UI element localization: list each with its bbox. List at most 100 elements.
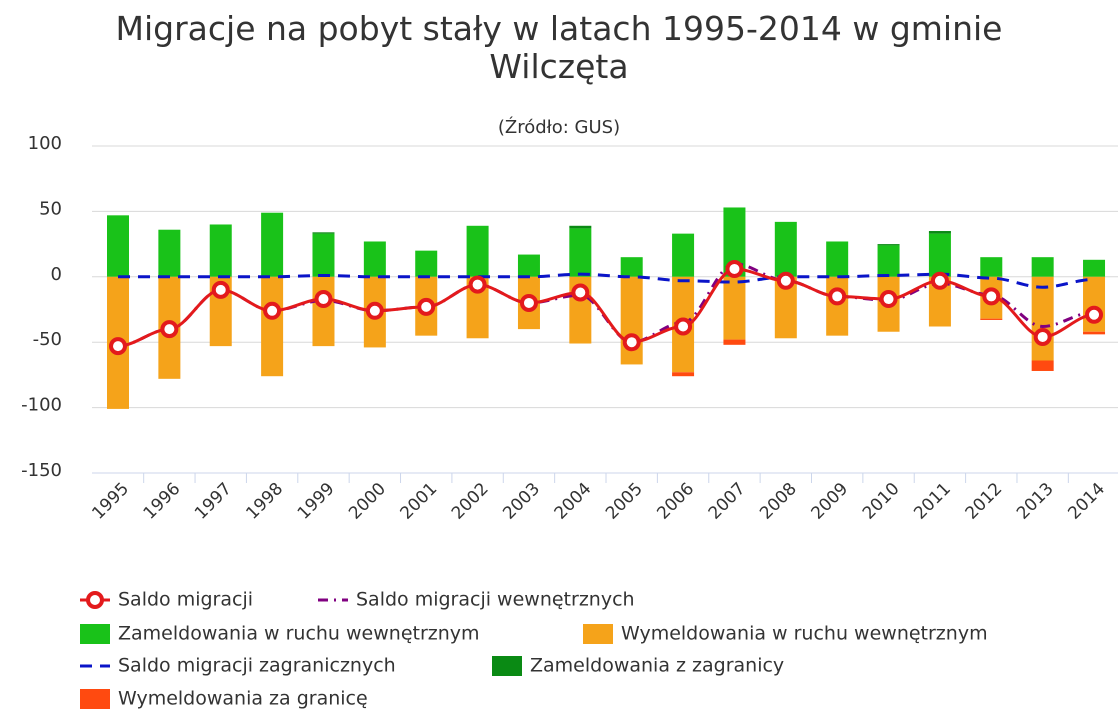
bar bbox=[723, 207, 746, 277]
x-tick-label: 2007 bbox=[705, 479, 750, 524]
bar bbox=[980, 257, 1003, 277]
bar bbox=[569, 225, 592, 229]
line-series bbox=[118, 272, 1095, 289]
bar bbox=[826, 241, 849, 277]
y-tick-label: 0 bbox=[51, 264, 62, 285]
legend-label: Saldo migracji zagranicznych bbox=[118, 655, 396, 677]
legend-label: Zameldowania z zagranicy bbox=[530, 655, 784, 677]
bar bbox=[620, 276, 643, 365]
bar bbox=[723, 276, 746, 340]
bar bbox=[569, 228, 592, 277]
x-tick-label: 2000 bbox=[345, 479, 390, 524]
bar bbox=[877, 244, 900, 246]
bar bbox=[826, 276, 849, 336]
point bbox=[571, 283, 590, 302]
bar bbox=[774, 221, 797, 277]
legend-swatch bbox=[80, 689, 110, 709]
bar bbox=[672, 233, 695, 277]
bar bbox=[312, 232, 335, 234]
x-tick-label: 1995 bbox=[88, 479, 133, 524]
point bbox=[519, 293, 538, 312]
point bbox=[1085, 305, 1104, 324]
bar bbox=[672, 372, 695, 377]
bar bbox=[723, 339, 746, 345]
bar bbox=[466, 276, 489, 339]
x-tick-label: 2005 bbox=[602, 479, 647, 524]
bar bbox=[1031, 360, 1054, 371]
bar bbox=[1031, 257, 1054, 277]
bar bbox=[774, 276, 797, 339]
bar bbox=[928, 233, 951, 277]
point bbox=[365, 301, 384, 320]
y-tick-label: -100 bbox=[21, 395, 62, 416]
x-tick-label: 2008 bbox=[756, 479, 801, 524]
x-tick-label: 2010 bbox=[859, 479, 904, 524]
bar bbox=[466, 225, 489, 277]
bar bbox=[312, 276, 335, 347]
point bbox=[417, 297, 436, 316]
point bbox=[263, 301, 282, 320]
x-tick-label: 2002 bbox=[448, 479, 493, 524]
bar bbox=[620, 257, 643, 277]
point bbox=[674, 317, 693, 336]
bar bbox=[980, 318, 1003, 320]
point bbox=[879, 290, 898, 309]
x-tick-label: 2014 bbox=[1064, 479, 1109, 524]
x-tick-label: 2011 bbox=[910, 479, 955, 524]
bar bbox=[415, 250, 438, 277]
x-tick-label: 1997 bbox=[191, 479, 236, 524]
x-tick-label: 2003 bbox=[499, 479, 544, 524]
legend-label: Saldo migracji bbox=[118, 589, 253, 611]
legend-swatch bbox=[492, 656, 522, 676]
bar bbox=[1083, 331, 1106, 335]
point bbox=[160, 320, 179, 339]
bar bbox=[261, 276, 284, 377]
x-tick-label: 2006 bbox=[653, 479, 698, 524]
x-tick-label: 2001 bbox=[397, 479, 442, 524]
bar bbox=[363, 241, 386, 277]
point bbox=[776, 271, 795, 290]
legend-label: Saldo migracji wewnętrznych bbox=[356, 589, 635, 611]
y-tick-label: -50 bbox=[33, 329, 62, 350]
point bbox=[930, 271, 949, 290]
point bbox=[828, 287, 847, 306]
x-tick-label: 2004 bbox=[551, 479, 596, 524]
x-tick-label: 1996 bbox=[140, 479, 185, 524]
legend-label: Wymeldowania w ruchu wewnętrznym bbox=[621, 623, 988, 645]
y-tick-label: -150 bbox=[21, 460, 62, 481]
point bbox=[622, 333, 641, 352]
legend-label: Zameldowania w ruchu wewnętrznym bbox=[118, 623, 480, 645]
legend-marker bbox=[86, 591, 104, 609]
bar bbox=[1031, 276, 1054, 361]
x-tick-label: 1999 bbox=[294, 479, 339, 524]
y-tick-label: 50 bbox=[39, 198, 62, 219]
bar bbox=[1083, 259, 1106, 277]
x-tick-label: 2013 bbox=[1013, 479, 1058, 524]
point bbox=[1033, 327, 1052, 346]
x-tick-label: 2009 bbox=[808, 479, 853, 524]
x-tick-label: 1998 bbox=[242, 479, 287, 524]
point bbox=[314, 290, 333, 309]
bar bbox=[928, 231, 951, 234]
bar bbox=[928, 276, 951, 327]
point bbox=[468, 275, 487, 294]
bar bbox=[312, 233, 335, 277]
legend-label: Wymeldowania za granicę bbox=[118, 688, 368, 710]
point bbox=[109, 337, 127, 356]
bar bbox=[158, 229, 181, 277]
bar bbox=[107, 215, 129, 277]
point bbox=[725, 259, 744, 278]
chart-title: Migracje na pobyt stały w latach 1995-20… bbox=[115, 9, 1003, 86]
point bbox=[982, 287, 1001, 306]
legend-swatch bbox=[80, 624, 110, 644]
bar bbox=[209, 224, 232, 277]
chart-subtitle: (Źródło: GUS) bbox=[498, 116, 620, 138]
bar bbox=[517, 254, 540, 277]
x-tick-label: 2012 bbox=[962, 479, 1007, 524]
bar bbox=[261, 212, 284, 277]
bar bbox=[877, 245, 900, 277]
point bbox=[211, 280, 230, 299]
legend-swatch bbox=[583, 624, 613, 644]
